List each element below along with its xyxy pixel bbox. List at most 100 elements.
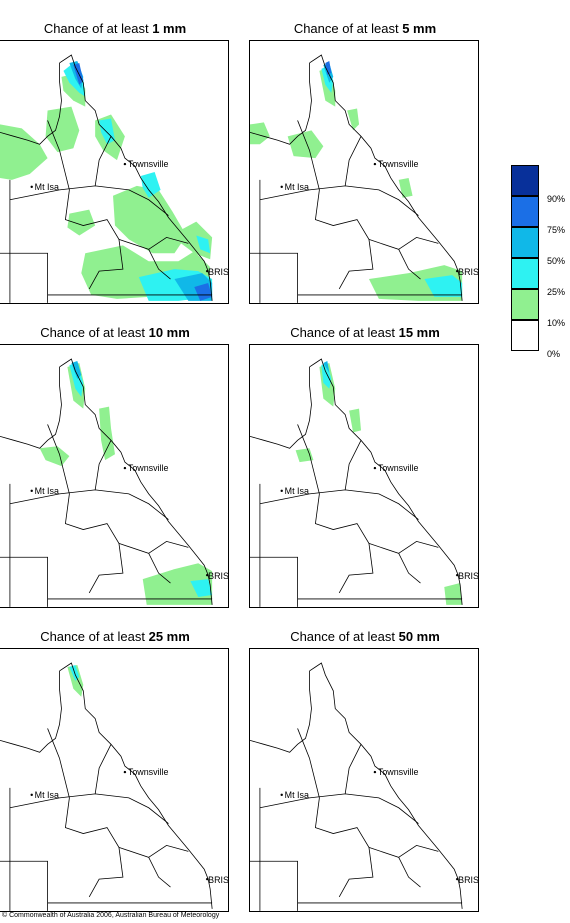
region-border (9, 489, 169, 520)
shade-low (142, 563, 213, 605)
coastline (0, 670, 62, 753)
region-border (344, 440, 362, 490)
region-border (259, 793, 419, 824)
city-dot-townsville (123, 466, 127, 470)
coastline (59, 358, 213, 605)
legend-label-75: 75% (547, 225, 566, 235)
city-label-townsville: Townsville (378, 159, 419, 169)
city-dot-mt-isa (280, 489, 283, 493)
region-border (148, 236, 189, 250)
shade-low (99, 406, 115, 461)
city-label-mt-isa: Mt Isa (35, 790, 59, 800)
city-dot-mt-isa (30, 185, 33, 189)
city-label-mt-isa: Mt Isa (285, 486, 309, 496)
coastline (59, 662, 213, 909)
map-1mm: Townsville Mt Isa BRIS (0, 40, 229, 304)
map-5mm: Townsville Mt Isa BRIS (249, 40, 479, 304)
coastline (250, 670, 312, 753)
shade-low (287, 130, 324, 159)
city-dot-bris (205, 269, 209, 273)
city-label-bris: BRIS (208, 875, 228, 885)
map-10mm-svg: Townsville Mt Isa BRIS (0, 358, 228, 607)
coastline (250, 366, 312, 449)
shade-low (67, 209, 96, 236)
panel-title-1mm: Chance of at least 1 mm (43, 21, 187, 36)
shade-low (295, 448, 314, 463)
legend-label-90: 90% (547, 194, 566, 204)
city-dot-mt-isa (30, 793, 33, 797)
coastline (59, 54, 213, 301)
region-border (398, 236, 439, 250)
region-border (94, 440, 112, 490)
region-border (148, 540, 189, 554)
shade-low (113, 185, 187, 254)
city-label-bris: BRIS (458, 571, 478, 581)
city-dot-townsville (123, 162, 127, 166)
shade-top (325, 60, 332, 75)
region-border (368, 847, 421, 888)
panel-title-50mm: Chance of at least 50 mm (290, 629, 440, 644)
city-dot-bris (455, 877, 459, 881)
region-border (297, 120, 374, 290)
region-border (297, 424, 374, 594)
city-label-bris: BRIS (208, 571, 228, 581)
shade-mid (99, 118, 115, 145)
region-border (47, 424, 124, 594)
region-border (94, 136, 112, 186)
shade-top (194, 283, 213, 301)
region-border (259, 185, 419, 216)
city-label-bris: BRIS (458, 267, 478, 277)
city-label-mt-isa: Mt Isa (285, 182, 309, 192)
coastline (309, 358, 463, 605)
state-border (0, 860, 48, 911)
legend-swatch-25 (511, 258, 539, 289)
city-label-townsville: Townsville (378, 463, 419, 473)
coastline (309, 662, 463, 909)
region-border (368, 543, 421, 584)
city-dot-mt-isa (280, 793, 283, 797)
city-dot-townsville (373, 466, 377, 470)
region-border (9, 185, 169, 216)
city-dot-mt-isa (30, 489, 33, 493)
region-border (148, 844, 189, 858)
city-label-bris: BRIS (208, 267, 228, 277)
city-dot-bris (205, 877, 209, 881)
region-border (118, 543, 171, 584)
region-border (9, 793, 169, 824)
city-dot-bris (205, 573, 209, 577)
panel-title-10mm: Chance of at least 10 mm (40, 325, 190, 340)
state-border (0, 556, 48, 607)
map-10mm: Townsville Mt Isa BRIS (0, 344, 229, 608)
region-border (297, 728, 374, 898)
state-border (0, 252, 48, 303)
legend-swatch-75 (511, 196, 539, 227)
legend-swatch-90 (511, 165, 539, 196)
map-1mm-svg: Townsville Mt Isa BRIS (0, 54, 228, 303)
map-50mm-svg: Townsville Mt Isa BRIS (250, 662, 478, 911)
region-border (259, 489, 419, 520)
city-dot-bris (455, 573, 459, 577)
shade-mid (140, 172, 161, 198)
panel-title-25mm: Chance of at least 25 mm (40, 629, 190, 644)
region-border (398, 844, 439, 858)
city-dot-townsville (123, 770, 127, 774)
region-border (118, 847, 171, 888)
state-border (250, 556, 298, 607)
map-50mm: Townsville Mt Isa BRIS (249, 648, 479, 912)
map-15mm: Townsville Mt Isa BRIS (249, 344, 479, 608)
city-dot-bris (455, 269, 459, 273)
legend-swatch-10 (511, 289, 539, 320)
coastline (309, 54, 463, 301)
region-border (344, 136, 362, 186)
city-label-townsville: Townsville (128, 159, 169, 169)
legend-swatch-0 (511, 320, 539, 351)
coastline (0, 62, 62, 145)
city-dot-townsville (373, 770, 377, 774)
city-dot-townsville (373, 162, 377, 166)
region-border (368, 239, 421, 280)
city-label-mt-isa: Mt Isa (35, 486, 59, 496)
shade-high (323, 361, 330, 373)
region-border (47, 728, 124, 898)
region-border (47, 120, 124, 290)
shade-low (39, 446, 70, 467)
